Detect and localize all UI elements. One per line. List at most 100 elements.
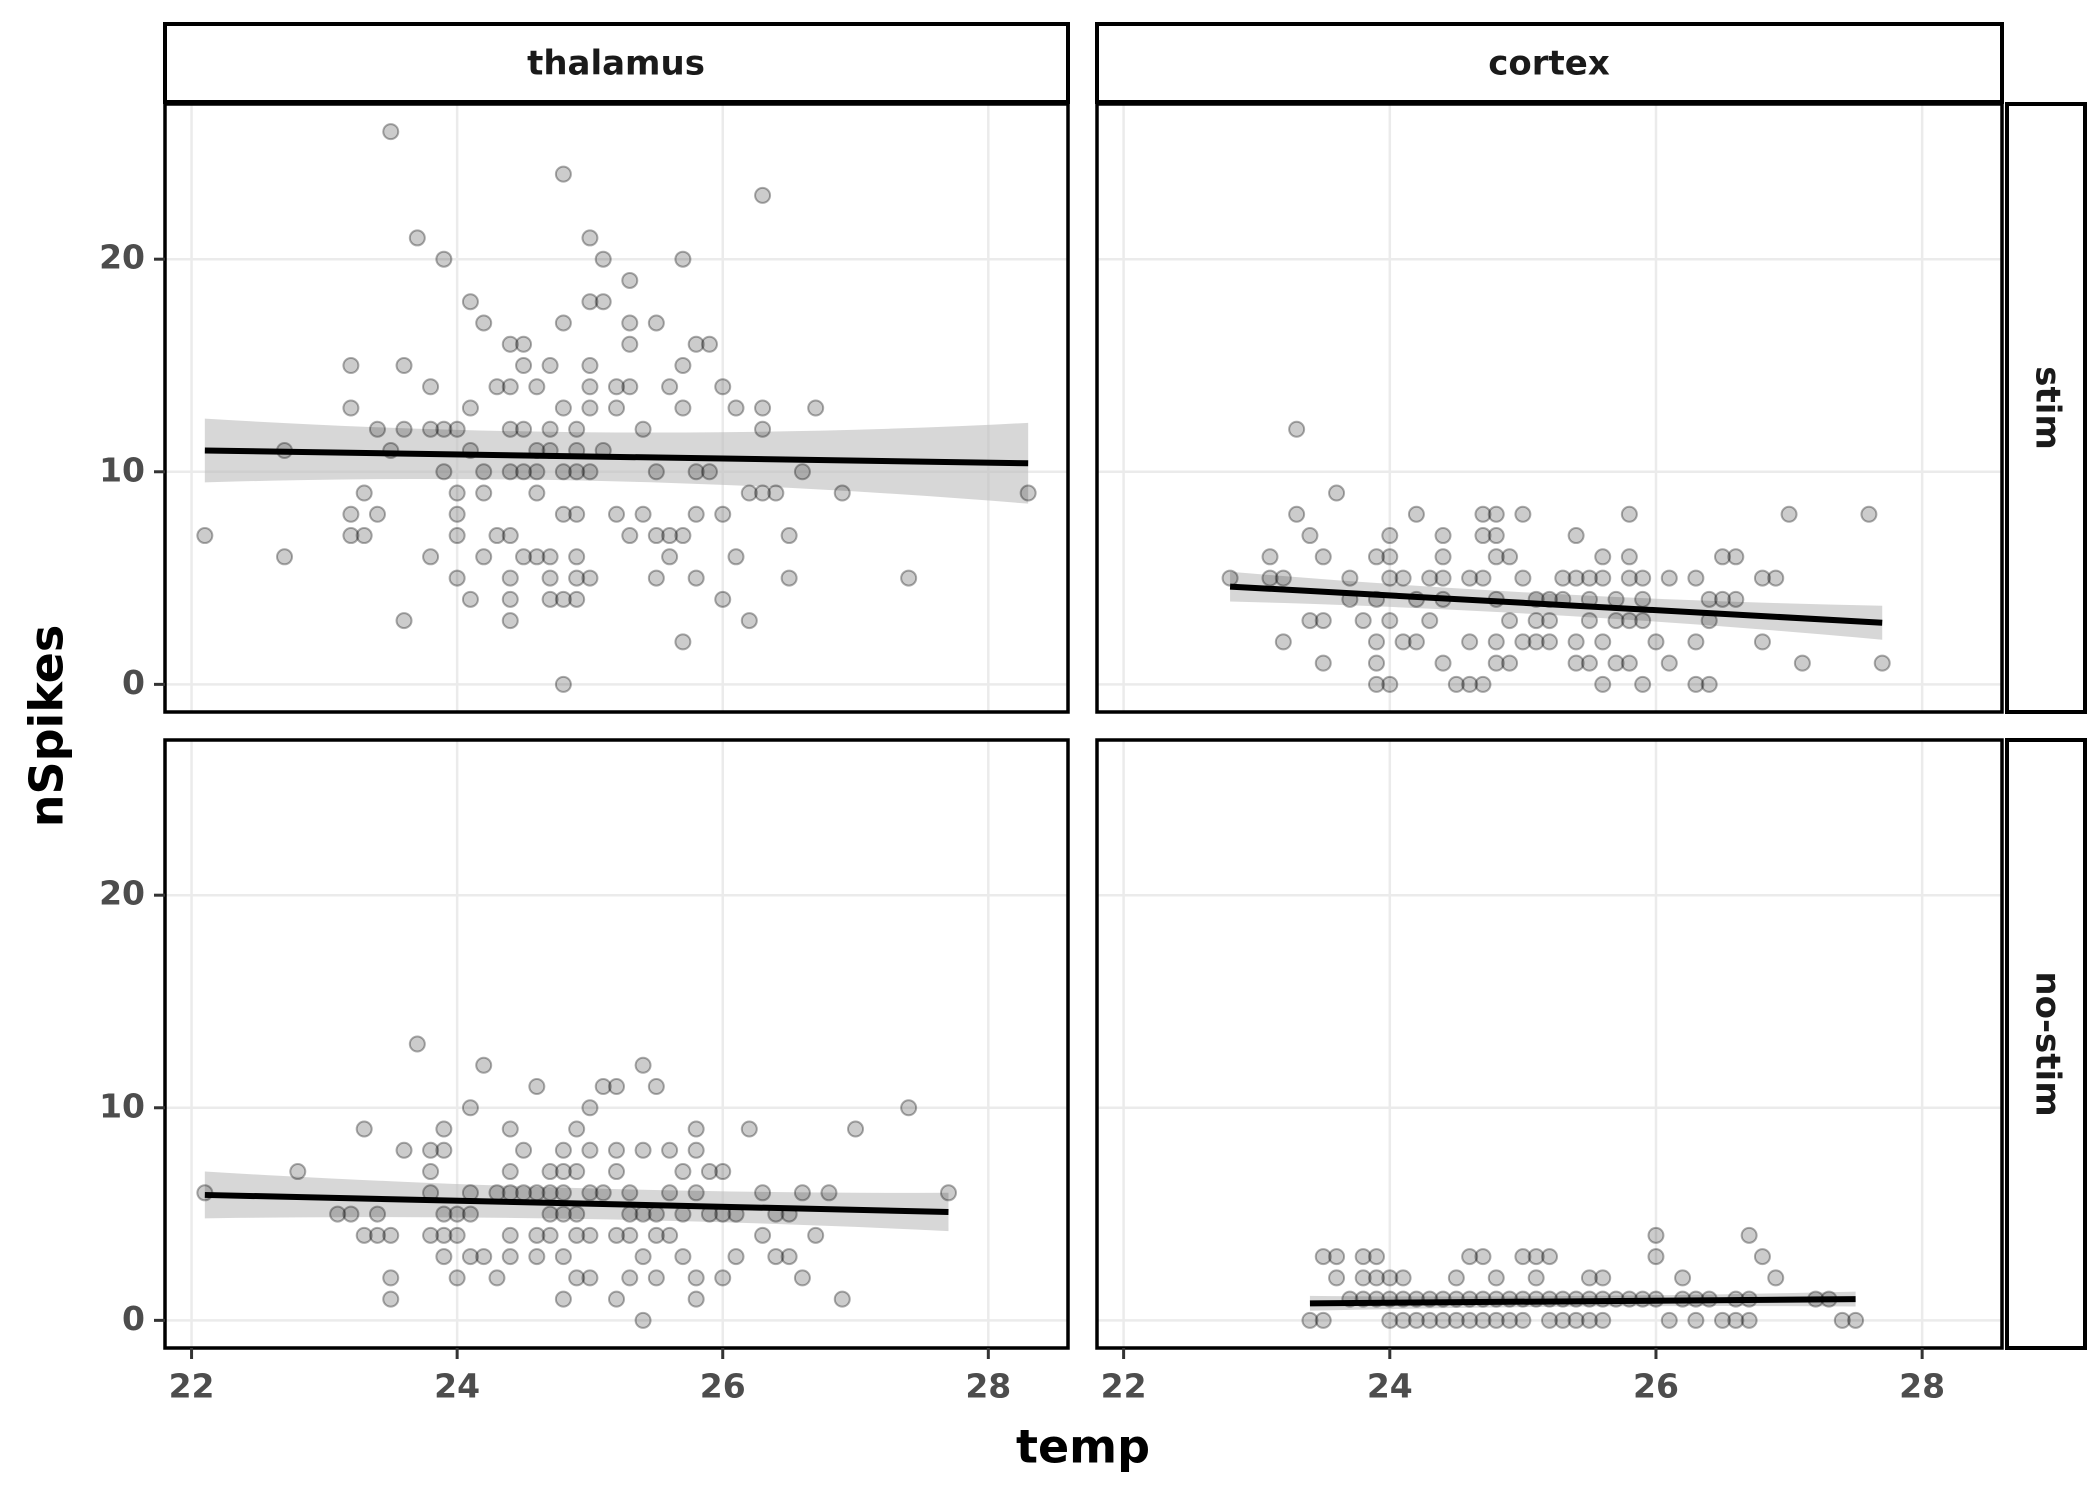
data-point xyxy=(833,1290,851,1308)
data-point xyxy=(435,1141,453,1159)
data-point xyxy=(1487,527,1505,545)
data-point xyxy=(501,1248,519,1266)
x-tick-label: 26 xyxy=(700,1367,746,1406)
data-point xyxy=(1487,548,1505,566)
data-point xyxy=(793,463,811,481)
data-point xyxy=(501,335,519,353)
data-point xyxy=(1594,569,1612,587)
data-point xyxy=(647,527,665,545)
panels: 0 10 20 0 10 20 22 24 26 28 22 24 26 28 xyxy=(99,102,2004,1406)
data-point xyxy=(568,1163,586,1181)
data-point xyxy=(714,1163,732,1181)
data-point xyxy=(594,293,612,311)
data-point xyxy=(568,463,586,481)
data-point xyxy=(674,527,692,545)
data-point xyxy=(647,569,665,587)
data-point xyxy=(674,633,692,651)
data-point xyxy=(833,484,851,502)
data-point xyxy=(900,1099,918,1117)
data-point xyxy=(568,420,586,438)
data-point xyxy=(435,1248,453,1266)
data-point xyxy=(554,314,572,332)
data-point xyxy=(687,463,705,481)
data-point xyxy=(1634,569,1652,587)
data-point xyxy=(1381,1269,1399,1287)
data-point xyxy=(740,484,758,502)
data-point xyxy=(1301,612,1319,630)
data-point xyxy=(501,1120,519,1138)
data-point xyxy=(382,1226,400,1244)
data-point xyxy=(581,463,599,481)
panel-cortex-stim xyxy=(1095,102,2004,714)
data-point xyxy=(740,612,758,630)
data-point xyxy=(1527,1269,1545,1287)
data-point xyxy=(1567,569,1585,587)
data-point xyxy=(1687,569,1705,587)
panel-cortex-no-stim: 22 24 26 28 xyxy=(1095,738,2004,1406)
data-point xyxy=(1421,569,1439,587)
data-point xyxy=(368,420,386,438)
data-point xyxy=(647,1269,665,1287)
strip-stim xyxy=(2005,102,2087,714)
data-point xyxy=(687,1184,705,1202)
data-point xyxy=(754,1184,772,1202)
data-point xyxy=(355,1120,373,1138)
data-point xyxy=(1567,633,1585,651)
data-point xyxy=(541,1163,559,1181)
data-point xyxy=(1753,633,1771,651)
data-point xyxy=(528,378,546,396)
data-point xyxy=(1434,654,1452,672)
data-point xyxy=(461,399,479,417)
data-point xyxy=(1434,1311,1452,1329)
data-point xyxy=(422,1141,440,1159)
data-point xyxy=(395,612,413,630)
data-point xyxy=(608,1163,625,1181)
data-point xyxy=(501,463,519,481)
data-point xyxy=(1501,548,1519,566)
data-point xyxy=(621,527,639,545)
data-point xyxy=(528,484,546,502)
data-point xyxy=(687,335,705,353)
data-point xyxy=(1354,1269,1372,1287)
data-point xyxy=(1714,1311,1732,1329)
data-point xyxy=(475,463,493,481)
y-tick-label: 0 xyxy=(122,663,145,702)
data-point xyxy=(1514,569,1532,587)
data-point xyxy=(1461,633,1479,651)
data-point xyxy=(754,484,772,502)
data-point xyxy=(1288,420,1306,438)
data-point xyxy=(501,612,519,630)
data-point xyxy=(1421,1311,1439,1329)
data-point xyxy=(621,1184,639,1202)
data-point xyxy=(1714,590,1732,608)
data-point xyxy=(1700,675,1718,693)
data-point xyxy=(581,229,599,247)
data-point xyxy=(541,569,559,587)
data-point xyxy=(581,378,599,396)
data-point xyxy=(581,1269,599,1287)
data-point xyxy=(1501,654,1519,672)
data-point xyxy=(368,505,386,523)
data-point xyxy=(700,335,718,353)
data-point xyxy=(342,527,360,545)
data-point xyxy=(661,1226,679,1244)
data-point xyxy=(1394,569,1412,587)
data-point xyxy=(1328,1248,1346,1266)
data-point xyxy=(714,1269,732,1287)
y-axis-title: nSpikes xyxy=(20,625,74,828)
data-point xyxy=(554,505,572,523)
data-point xyxy=(554,1205,572,1223)
data-point xyxy=(581,1184,599,1202)
data-point xyxy=(780,527,798,545)
data-point xyxy=(1461,1311,1479,1329)
data-point xyxy=(1727,1311,1745,1329)
data-point xyxy=(1580,1311,1598,1329)
data-point xyxy=(1461,1248,1479,1266)
data-point xyxy=(1541,1248,1558,1266)
data-point xyxy=(1447,1311,1465,1329)
strip-thalamus xyxy=(163,22,1070,104)
panel-thalamus-no-stim: 0 10 20 22 24 26 28 xyxy=(99,738,1070,1406)
data-point xyxy=(608,505,625,523)
data-point xyxy=(1847,1311,1865,1329)
strip-label-stim: stim xyxy=(2028,366,2068,450)
